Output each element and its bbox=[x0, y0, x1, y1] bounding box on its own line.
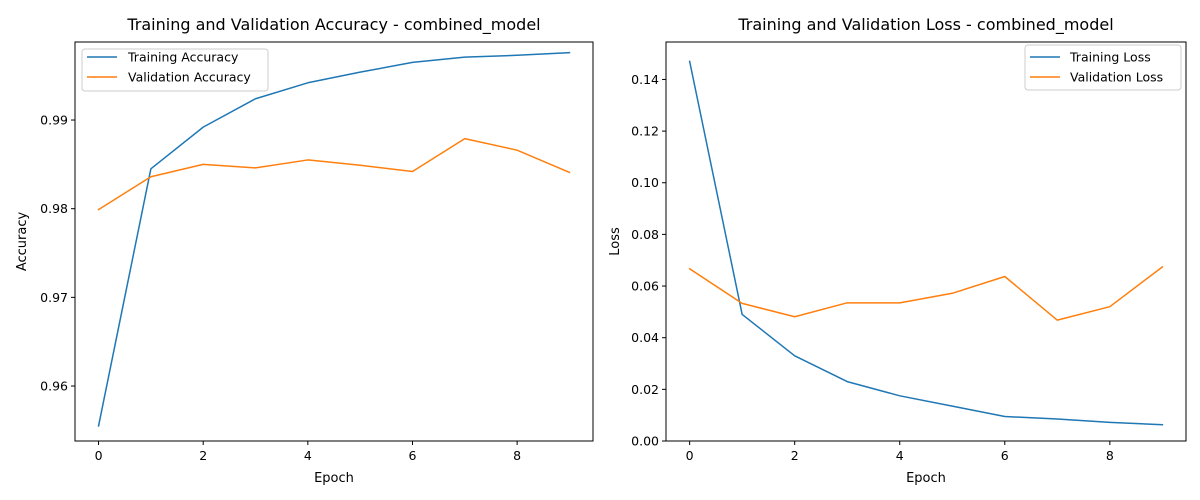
loss-y-tick-label: 0.02 bbox=[631, 382, 659, 397]
loss-x-ticks: 0 2 4 6 8 bbox=[686, 441, 1114, 463]
loss-y-tick-label: 0.10 bbox=[631, 175, 659, 190]
accuracy-chart-title: Training and Validation Accuracy - combi… bbox=[126, 15, 540, 35]
accuracy-y-axis-label: Accuracy bbox=[15, 212, 30, 272]
accuracy-chart: Training and Validation Accuracy - combi… bbox=[15, 15, 594, 486]
accuracy-y-tick-label: 0.99 bbox=[40, 113, 68, 128]
loss-y-tick-label: 0.00 bbox=[631, 434, 659, 449]
series-line-validation-loss bbox=[688, 265, 1164, 321]
loss-legend-box bbox=[1024, 44, 1182, 91]
accuracy-legend-box bbox=[81, 48, 269, 92]
series-line-training-accuracy bbox=[97, 51, 571, 427]
accuracy-series-lines bbox=[97, 51, 571, 427]
accuracy-x-tick-label: 4 bbox=[304, 448, 312, 463]
loss-x-tick-label: 8 bbox=[1106, 448, 1114, 463]
accuracy-y-tick-label: 0.96 bbox=[40, 379, 68, 394]
loss-axes-frame bbox=[665, 41, 1187, 442]
legend-label-training-loss: Training Loss bbox=[1069, 50, 1151, 65]
loss-x-tick-label: 0 bbox=[686, 448, 694, 463]
accuracy-y-tick-label: 0.98 bbox=[40, 201, 68, 216]
loss-x-axis-label: Epoch bbox=[906, 471, 946, 486]
loss-legend: Training Loss Validation Loss bbox=[1024, 44, 1182, 91]
accuracy-legend: Training Accuracy Validation Accuracy bbox=[81, 48, 269, 92]
loss-y-tick-label: 0.08 bbox=[631, 227, 659, 242]
accuracy-y-ticks: 0.96 0.97 0.98 0.99 bbox=[40, 113, 75, 394]
loss-y-ticks: 0.00 0.02 0.04 0.06 0.08 0.10 0.12 0.14 bbox=[631, 72, 666, 449]
accuracy-x-tick-label: 0 bbox=[95, 448, 103, 463]
loss-x-tick-label: 4 bbox=[896, 448, 904, 463]
accuracy-plot-area: 0 2 4 6 8 0.96 0.97 0.98 0.99 bbox=[40, 41, 594, 463]
legend-label-training-accuracy: Training Accuracy bbox=[127, 50, 239, 65]
legend-label-validation-loss: Validation Loss bbox=[1070, 70, 1163, 85]
loss-chart: Training and Validation Loss - combined_… bbox=[608, 15, 1187, 486]
series-line-validation-accuracy bbox=[97, 137, 571, 211]
loss-y-axis-label: Loss bbox=[608, 227, 623, 256]
series-line-training-loss bbox=[688, 60, 1164, 426]
accuracy-y-tick-label: 0.97 bbox=[40, 290, 68, 305]
accuracy-x-ticks: 0 2 4 6 8 bbox=[95, 441, 521, 463]
loss-y-tick-label: 0.06 bbox=[631, 279, 659, 294]
accuracy-x-tick-label: 8 bbox=[513, 448, 521, 463]
loss-series-lines bbox=[688, 60, 1164, 426]
loss-y-tick-label: 0.14 bbox=[631, 72, 659, 87]
accuracy-x-tick-label: 6 bbox=[409, 448, 417, 463]
legend-label-validation-accuracy: Validation Accuracy bbox=[128, 70, 251, 85]
accuracy-x-tick-label: 2 bbox=[199, 448, 207, 463]
loss-x-tick-label: 6 bbox=[1001, 448, 1009, 463]
loss-y-tick-label: 0.04 bbox=[631, 330, 659, 345]
loss-y-tick-label: 0.12 bbox=[631, 124, 659, 139]
loss-x-tick-label: 2 bbox=[791, 448, 799, 463]
loss-plot-area: 0 2 4 6 8 0.00 0.02 0.04 0.06 0.08 0.10 0.12 0.14 bbox=[631, 41, 1187, 463]
accuracy-x-axis-label: Epoch bbox=[314, 471, 354, 486]
accuracy-axes-frame bbox=[74, 41, 594, 442]
loss-chart-title: Training and Validation Loss - combined_… bbox=[737, 15, 1113, 35]
